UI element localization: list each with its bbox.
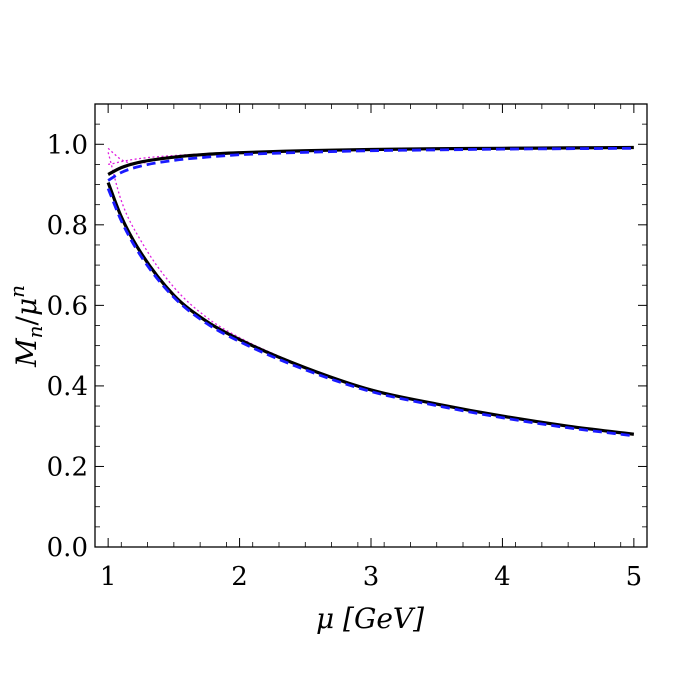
series-line-5	[106, 188, 635, 438]
x-tick-label: 2	[231, 562, 248, 592]
y-axis-title-sup: n	[5, 285, 29, 298]
y-tick-label: 0.6	[47, 291, 88, 321]
x-tick-label: 4	[494, 562, 511, 592]
x-tick-label: 5	[626, 562, 643, 592]
y-tick-label: 0.8	[47, 211, 88, 241]
plot-frame	[94, 103, 648, 548]
y-tick-label: 0.4	[47, 372, 88, 402]
x-axis-title: μ [GeV]	[316, 602, 424, 635]
y-tick-label: 0.0	[47, 533, 88, 563]
series-line-1	[107, 146, 634, 182]
series-line-6	[107, 152, 634, 436]
series-line-3	[107, 147, 148, 165]
x-tick-label: 3	[363, 562, 380, 592]
y-axis-title: Mn/μn	[5, 285, 47, 368]
y-axis-title-slash: /	[10, 315, 43, 325]
ticks-layer	[94, 104, 648, 548]
y-tick-label: 1.0	[47, 130, 88, 160]
tick-labels-layer: 1 2 3 4 5 0.0 0.2 0.4 0.6 0.8 1.0	[47, 130, 642, 592]
series-line-4	[106, 181, 635, 436]
y-axis-title-mu: μ	[10, 298, 43, 316]
y-axis-title-main: M	[10, 337, 43, 368]
series-line-2	[108, 147, 634, 166]
x-tick-label: 1	[100, 562, 117, 592]
y-tick-label: 0.2	[47, 452, 88, 482]
curves-layer	[106, 145, 635, 438]
y-axis-title-sub: n	[23, 325, 47, 338]
